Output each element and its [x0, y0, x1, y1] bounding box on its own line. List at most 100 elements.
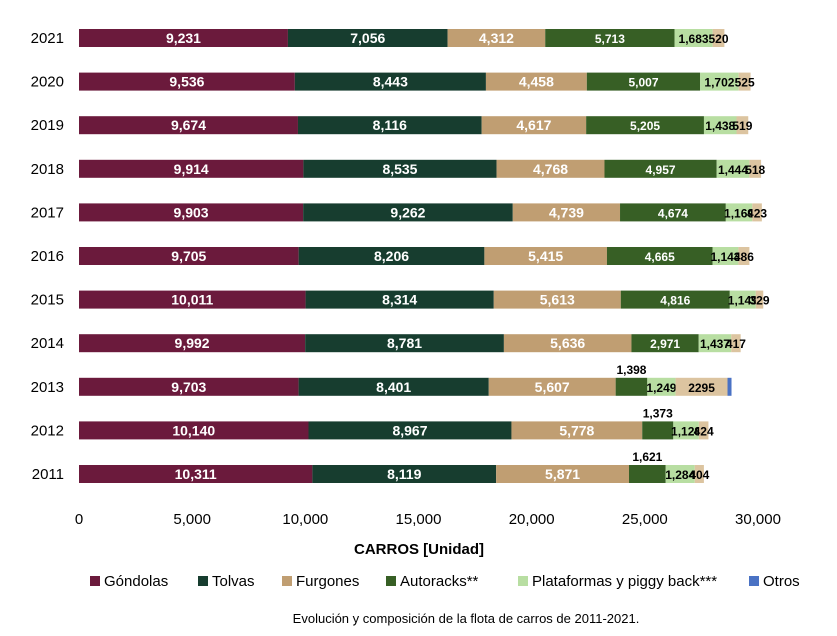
value-label-autoracks-2016: 4,665 — [645, 250, 675, 264]
bar-autoracks-2014 — [631, 334, 699, 353]
bar-furgones-2017 — [512, 203, 621, 222]
year-label-2012: 2012 — [31, 422, 64, 439]
value-label-tolvas-2013: 8,401 — [376, 379, 411, 395]
bar-plataformas-y-piggy-back-2013 — [647, 377, 676, 396]
legend-item-tolvas: Tolvas — [198, 573, 255, 590]
bar-plataformas-y-piggy-back-2017 — [725, 203, 753, 222]
bar-plataformas-y-piggy-back-2020 — [700, 72, 739, 91]
bar-plataformas-y-piggy-back-2011 — [665, 465, 695, 483]
value-label-plataformas-y-piggy-back-2019: 1,438 — [705, 119, 735, 133]
legend-swatch-tolvas — [198, 576, 208, 586]
value-label-remainder-2019: 519 — [732, 119, 752, 133]
bar-remainder-2016 — [738, 247, 750, 265]
legend-swatch-plataformas-y-piggy-back — [518, 576, 528, 586]
legend-swatch-autoracks — [386, 576, 396, 586]
value-label-furgones-2017: 4,739 — [549, 204, 584, 220]
value-label-tolvas-2020: 8,443 — [373, 74, 408, 90]
bar-remainder-2014 — [731, 334, 741, 353]
value-label-tolvas-2018: 8,535 — [382, 161, 417, 177]
bar-autoracks-2019 — [586, 116, 704, 135]
bar-furgones-2018 — [496, 159, 605, 178]
legend-item-furgones: Furgones — [282, 573, 359, 590]
legend-item-autoracks: Autoracks** — [386, 573, 479, 590]
value-label-g-ndolas-2011: 10,311 — [175, 466, 217, 482]
value-label-tolvas-2014: 8,781 — [387, 335, 422, 351]
bar-tolvas-2019 — [297, 116, 482, 135]
value-label-plataformas-y-piggy-back-2021: 1,683 — [679, 32, 709, 46]
value-label-plataformas-y-piggy-back-2013: 1,249 — [646, 381, 676, 395]
bar-g-ndolas-2013 — [79, 377, 299, 396]
bar-tolvas-2020 — [294, 72, 486, 91]
value-label-autoracks-2017: 4,674 — [658, 206, 688, 220]
year-label-2015: 2015 — [31, 292, 64, 309]
value-label-remainder-2012: 424 — [694, 424, 714, 438]
x-tick-label-15000: 15,000 — [396, 511, 442, 528]
bar-furgones-2021 — [447, 29, 546, 47]
legend-swatch-g-ndolas — [90, 576, 100, 586]
bar-plataformas-y-piggy-back-2019 — [703, 116, 737, 135]
legend-item-plataformas-y-piggy-back: Plataformas y piggy back*** — [518, 573, 717, 590]
bar-tolvas-2015 — [305, 290, 494, 309]
legend-item-g-ndolas: Góndolas — [90, 573, 168, 590]
value-label-autoracks-2015: 4,816 — [660, 294, 690, 308]
value-label-furgones-2011: 5,871 — [545, 466, 580, 482]
value-label-remainder-2016: 486 — [734, 250, 754, 264]
bar-plataformas-y-piggy-back-2012 — [673, 421, 699, 440]
bar-autoracks-2020 — [586, 72, 701, 91]
value-label-remainder-2011: 404 — [689, 468, 709, 482]
year-label-2013: 2013 — [31, 379, 64, 396]
value-label-g-ndolas-2018: 9,914 — [174, 161, 209, 177]
year-label-2020: 2020 — [31, 74, 64, 91]
value-label-plataformas-y-piggy-back-2016: 1,143 — [710, 250, 740, 264]
x-axis: 0 5,000 10,000 15,000 20,000 25,000 30,000 — [75, 511, 781, 528]
value-label-furgones-2019: 4,617 — [516, 117, 551, 133]
x-tick-label-30000: 30,000 — [735, 511, 781, 528]
year-label-2018: 2018 — [31, 161, 64, 178]
bar-autoracks-2016 — [606, 247, 713, 265]
bar-plataformas-y-piggy-back-2014 — [698, 334, 732, 353]
legend-swatch-furgones — [282, 576, 292, 586]
value-label-furgones-2015: 5,613 — [540, 292, 575, 308]
bar-autoracks-2012 — [642, 421, 674, 440]
value-label-g-ndolas-2017: 9,903 — [174, 204, 209, 220]
value-label-g-ndolas-2013: 9,703 — [171, 379, 206, 395]
value-label-tolvas-2011: 8,119 — [387, 466, 421, 482]
bar-tolvas-2021 — [287, 29, 448, 47]
bar-autoracks-2021 — [545, 29, 675, 47]
bar-tolvas-2016 — [298, 247, 485, 265]
value-label-tolvas-2021: 7,056 — [350, 30, 385, 46]
bar-autoracks-2013 — [615, 377, 648, 396]
bar-g-ndolas-2020 — [79, 72, 295, 91]
value-label-autoracks-2013: 1,398 — [616, 363, 646, 377]
value-label-autoracks-2019: 5,205 — [630, 119, 660, 133]
bar-plataformas-y-piggy-back-2018 — [716, 159, 750, 178]
bar-g-ndolas-2015 — [79, 290, 306, 309]
bar-autoracks-2017 — [620, 203, 726, 222]
bar-remainder-2012 — [698, 421, 709, 440]
bar-furgones-2020 — [485, 72, 587, 91]
legend-item-otros: Otros — [749, 573, 800, 590]
bar-autoracks-2018 — [604, 159, 717, 178]
legend-label-g-ndolas: Góndolas — [104, 573, 168, 590]
x-axis-title: CARROS [Unidad] — [354, 541, 484, 558]
bar-remainder-2017 — [752, 203, 762, 222]
value-label-tolvas-2019: 8,116 — [373, 117, 407, 133]
value-label-g-ndolas-2014: 9,992 — [175, 335, 210, 351]
year-label-2019: 2019 — [31, 117, 64, 134]
bar-g-ndolas-2014 — [79, 334, 306, 353]
value-label-furgones-2014: 5,636 — [550, 335, 585, 351]
bar-g-ndolas-2018 — [79, 159, 304, 178]
x-tick-label-0: 0 — [75, 511, 83, 528]
value-label-plataformas-y-piggy-back-2011: 1,284 — [665, 468, 695, 482]
bar-tolvas-2014 — [305, 334, 504, 353]
value-label-tolvas-2017: 9,262 — [390, 204, 425, 220]
year-label-2021: 2021 — [31, 30, 64, 47]
value-label-remainder-2013: 2295 — [688, 381, 715, 395]
value-label-plataformas-y-piggy-back-2012: 1,128 — [671, 424, 701, 438]
legend-label-furgones: Furgones — [296, 573, 359, 590]
bar-remainder-2021 — [712, 29, 725, 47]
value-label-furgones-2012: 5,778 — [559, 422, 594, 438]
value-label-g-ndolas-2019: 9,674 — [171, 117, 206, 133]
chart-caption: Evolución y composición de la flota de c… — [293, 611, 640, 626]
year-label-2017: 2017 — [31, 204, 64, 221]
